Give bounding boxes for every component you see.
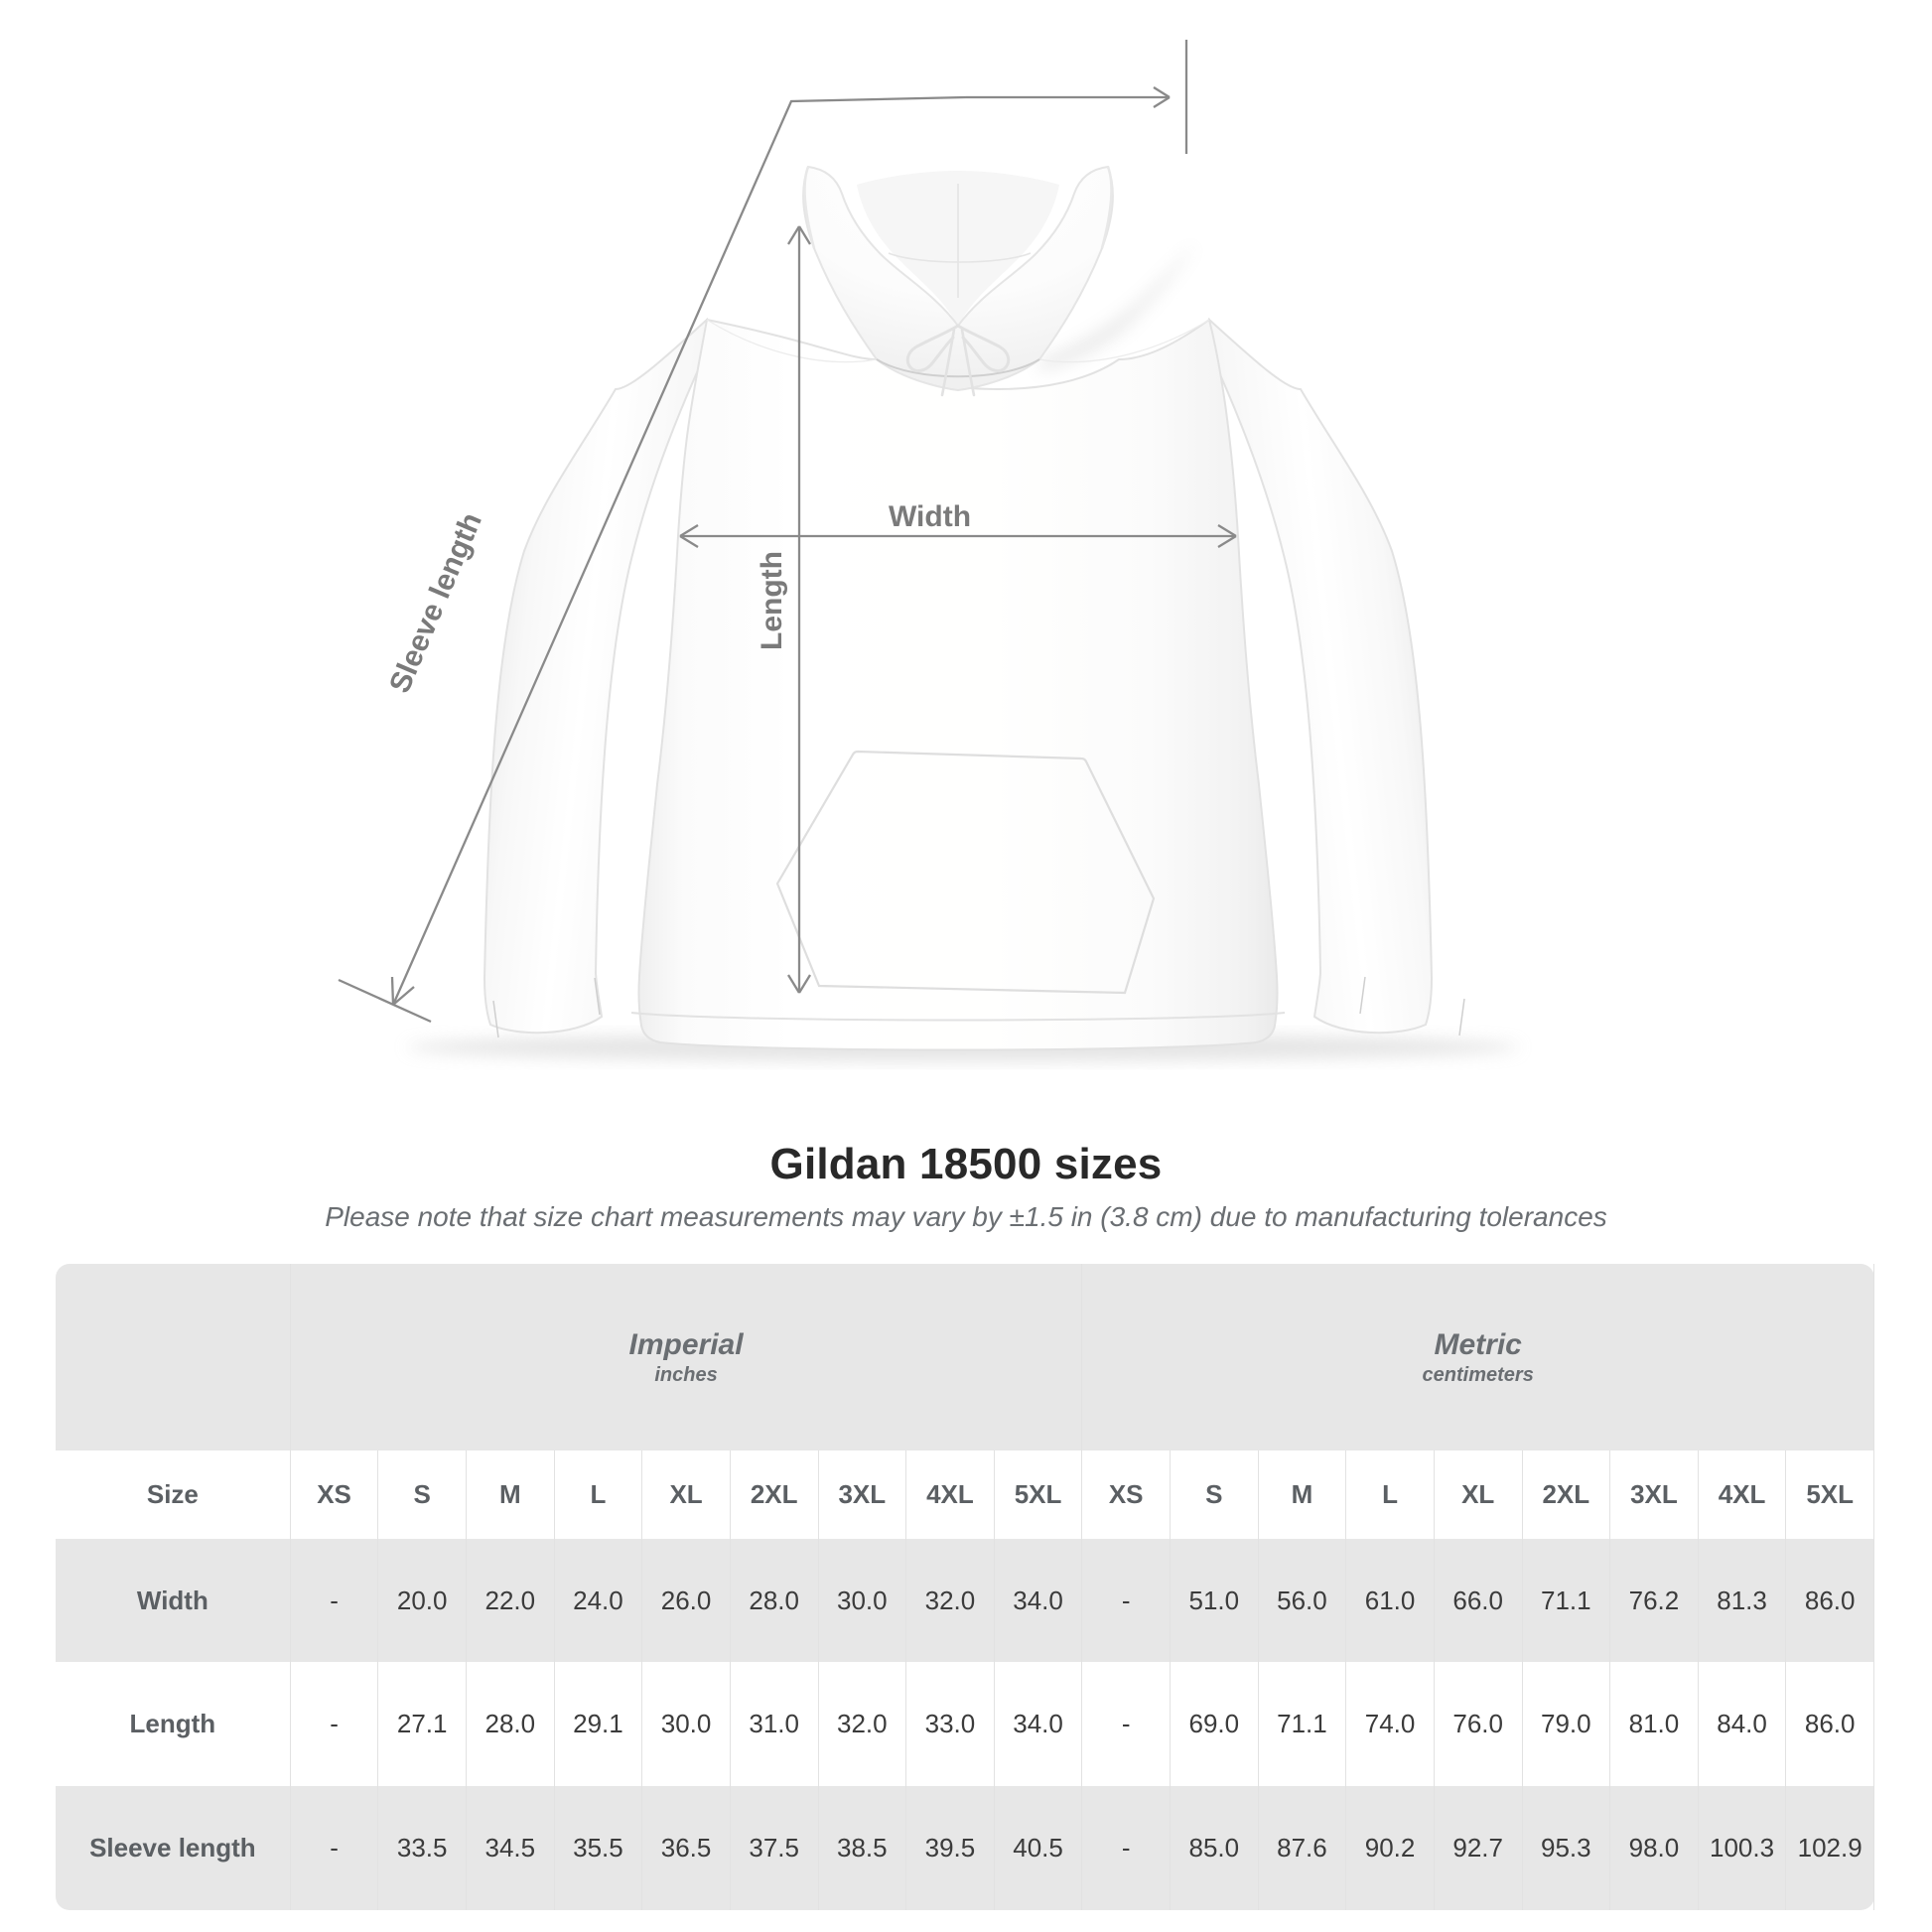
svg-text:Length: Length [756,551,788,650]
svg-text:Width: Width [889,500,971,533]
svg-text:Sleeve length: Sleeve length [383,508,488,698]
